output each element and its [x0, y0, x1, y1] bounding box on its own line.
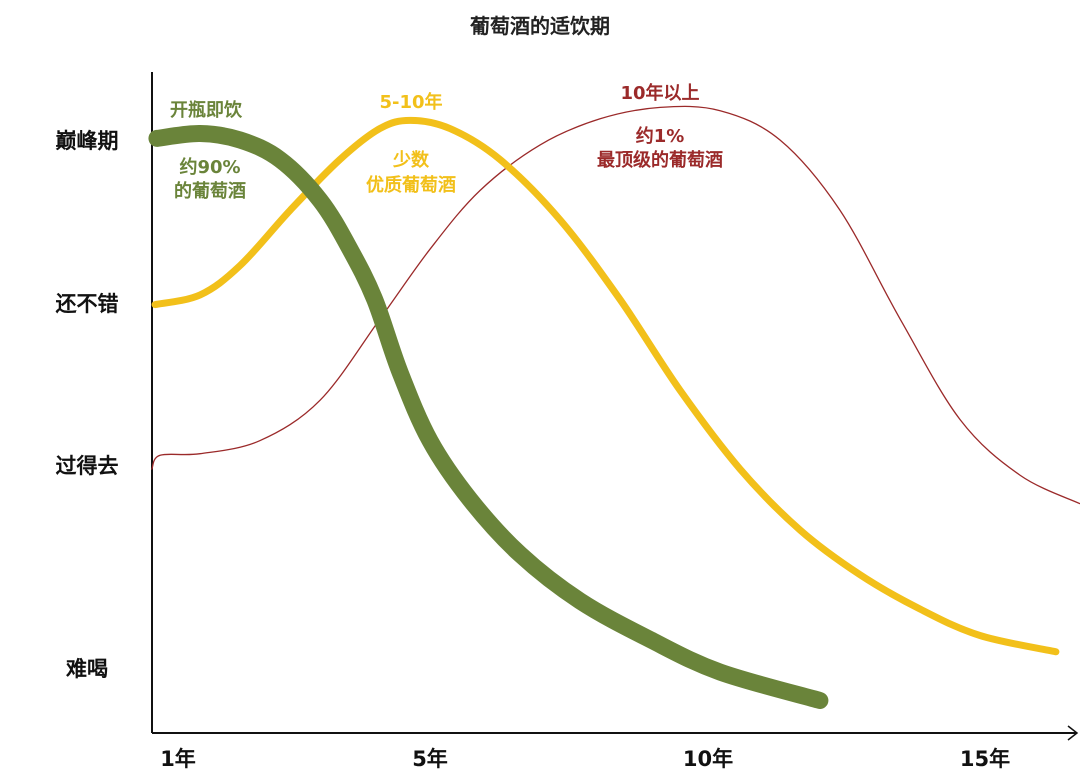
y-tick-label: 巅峰期 — [56, 129, 119, 153]
y-tick-label: 还不错 — [55, 292, 119, 316]
series-5-10-years-note: 优质葡萄酒 — [366, 174, 456, 196]
series-10-plus-years-label: 10年以上 — [620, 82, 699, 104]
series-10-plus-years-line — [151, 105, 1080, 505]
x-tick-label: 10年 — [683, 747, 733, 771]
series-5-10-years-note: 少数 — [392, 149, 430, 171]
series-10-plus-years-note: 最顶级的葡萄酒 — [597, 149, 723, 171]
series-drink-now-note: 的葡萄酒 — [174, 180, 246, 202]
y-tick-label: 难喝 — [65, 657, 108, 681]
series-5-10-years-line — [151, 116, 1060, 656]
x-axis-arrow — [1067, 725, 1079, 741]
series-5-10-years-label: 5-10年 — [379, 91, 442, 113]
x-tick-label: 15年 — [960, 747, 1010, 771]
chart-title: 葡萄酒的适饮期 — [469, 14, 610, 38]
x-tick-label: 5年 — [412, 747, 448, 771]
series-10-plus-years-note: 约1% — [636, 125, 685, 147]
series-drink-now-note: 约90% — [179, 156, 240, 178]
x-tick-label: 1年 — [160, 747, 196, 771]
series-drink-now-line — [148, 125, 829, 709]
y-tick-label: 过得去 — [56, 454, 119, 478]
series-drink-now-label: 开瓶即饮 — [170, 99, 243, 121]
